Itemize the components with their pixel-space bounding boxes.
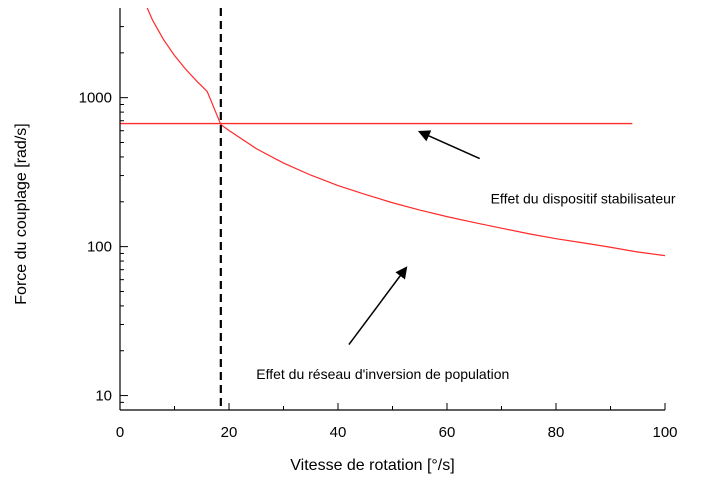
axes <box>119 8 666 411</box>
annotation-population-inversion: Effet du réseau d'inversion de populatio… <box>256 366 509 382</box>
x-tick-label: 60 <box>439 424 456 441</box>
x-tick-label: 0 <box>116 424 124 441</box>
plot-area <box>120 7 666 410</box>
y-axis-title: Force du couplage [rad/s] <box>13 123 30 304</box>
annotation-stabilizer: Effet du dispositif stabilisateur <box>491 191 676 207</box>
x-tick-label: 40 <box>330 424 347 441</box>
x-tick-label: 100 <box>652 424 677 441</box>
y-tick-label: 1000 <box>79 90 112 107</box>
x-axis-title: Vitesse de rotation [°/s] <box>290 457 454 474</box>
annotation-arrow <box>348 266 408 346</box>
series-curve <box>146 7 666 257</box>
y-tick-label: 10 <box>95 388 112 405</box>
y-tick-label: 100 <box>87 239 112 256</box>
x-tick-label: 20 <box>221 424 238 441</box>
annotation-arrow <box>417 130 481 160</box>
x-tick-label: 80 <box>548 424 565 441</box>
